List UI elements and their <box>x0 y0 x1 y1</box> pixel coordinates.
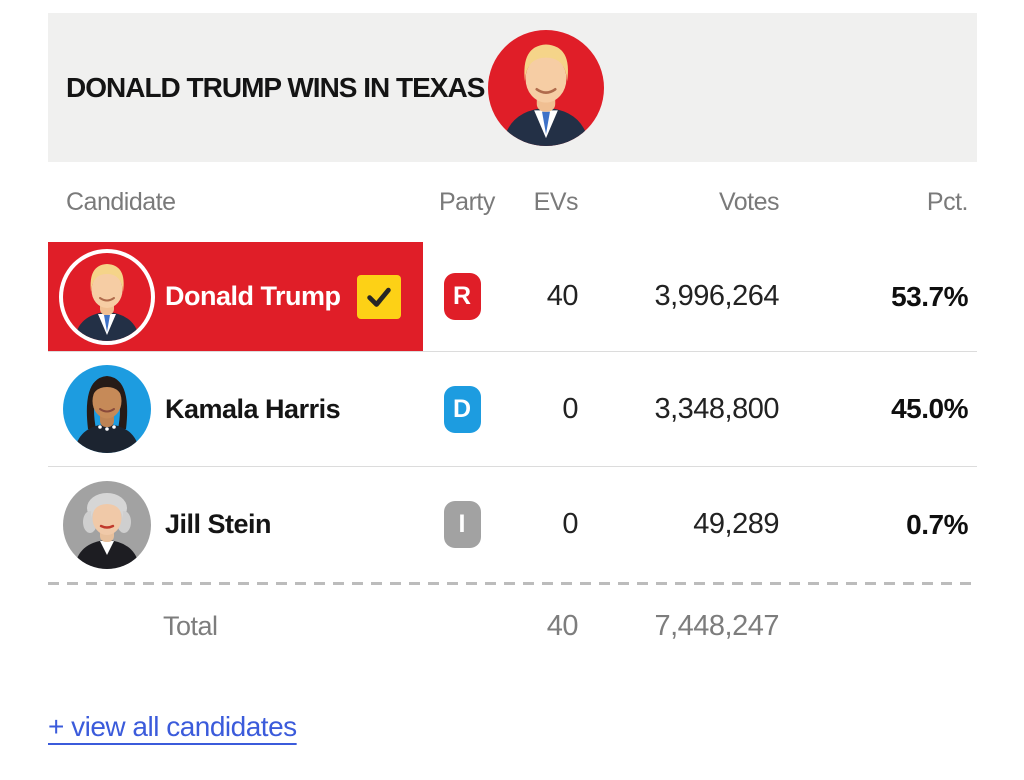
party-badge-republican: R <box>443 273 481 320</box>
harris-portrait-icon <box>63 365 151 453</box>
candidate-name: Kamala Harris <box>165 393 341 424</box>
pct-value: 45.0% <box>891 393 968 424</box>
winner-check-icon <box>356 274 401 319</box>
pct-value: 0.7% <box>906 508 968 540</box>
results-table-header: Candidate Party EVs Votes Pct. <box>48 162 977 242</box>
column-header-evs: EVs <box>533 187 579 216</box>
election-results-widget: DONALD TRUMP WINS IN TEXAS Candidate Par… <box>48 13 977 743</box>
candidate-cell: Donald Trump <box>48 242 423 351</box>
candidate-cell: Jill Stein <box>48 467 423 582</box>
party-badge-independent: I <box>443 501 481 548</box>
total-evs-value: 40 <box>546 609 579 642</box>
stein-portrait-icon <box>63 480 151 569</box>
view-all-candidates-link[interactable]: + view all candidates <box>48 711 297 742</box>
column-header-party: Party <box>439 187 495 216</box>
candidate-row-trump: Donald Trump R 40 3,996,264 53.7% <box>48 242 977 352</box>
column-header-votes: Votes <box>718 187 780 216</box>
column-header-candidate: Candidate <box>66 187 176 216</box>
party-cell: D <box>423 385 501 433</box>
candidate-name: Donald Trump <box>165 281 341 311</box>
winner-banner-avatar <box>488 30 604 146</box>
race-call-title: DONALD TRUMP WINS IN TEXAS <box>66 71 485 103</box>
trump-portrait-icon <box>63 252 151 341</box>
party-badge-democrat: D <box>443 385 481 433</box>
column-header-pct: Pct. <box>926 187 969 216</box>
votes-value: 3,996,264 <box>654 280 779 312</box>
trump-portrait-icon <box>488 30 604 146</box>
total-row: Total 40 7,448,247 <box>48 585 977 667</box>
evs-value: 0 <box>562 508 578 540</box>
race-call-banner: DONALD TRUMP WINS IN TEXAS <box>48 13 977 162</box>
candidate-row-harris: Kamala Harris D 0 3,348,800 45.0% <box>48 352 977 467</box>
total-label: Total <box>163 610 218 641</box>
party-cell: R <box>423 273 501 320</box>
candidate-name: Jill Stein <box>165 509 272 539</box>
party-cell: I <box>423 501 501 548</box>
votes-value: 3,348,800 <box>654 392 779 425</box>
pct-value: 53.7% <box>891 280 968 312</box>
candidate-row-stein: Jill Stein I 0 49,289 0.7% <box>48 467 977 582</box>
dashed-divider <box>48 582 977 585</box>
evs-value: 40 <box>546 280 579 312</box>
total-votes-value: 7,448,247 <box>654 609 779 642</box>
votes-value: 49,289 <box>693 508 779 540</box>
candidate-cell: Kamala Harris <box>48 352 423 466</box>
results-table: Candidate Party EVs Votes Pct. <box>48 162 977 667</box>
evs-value: 0 <box>562 392 578 425</box>
